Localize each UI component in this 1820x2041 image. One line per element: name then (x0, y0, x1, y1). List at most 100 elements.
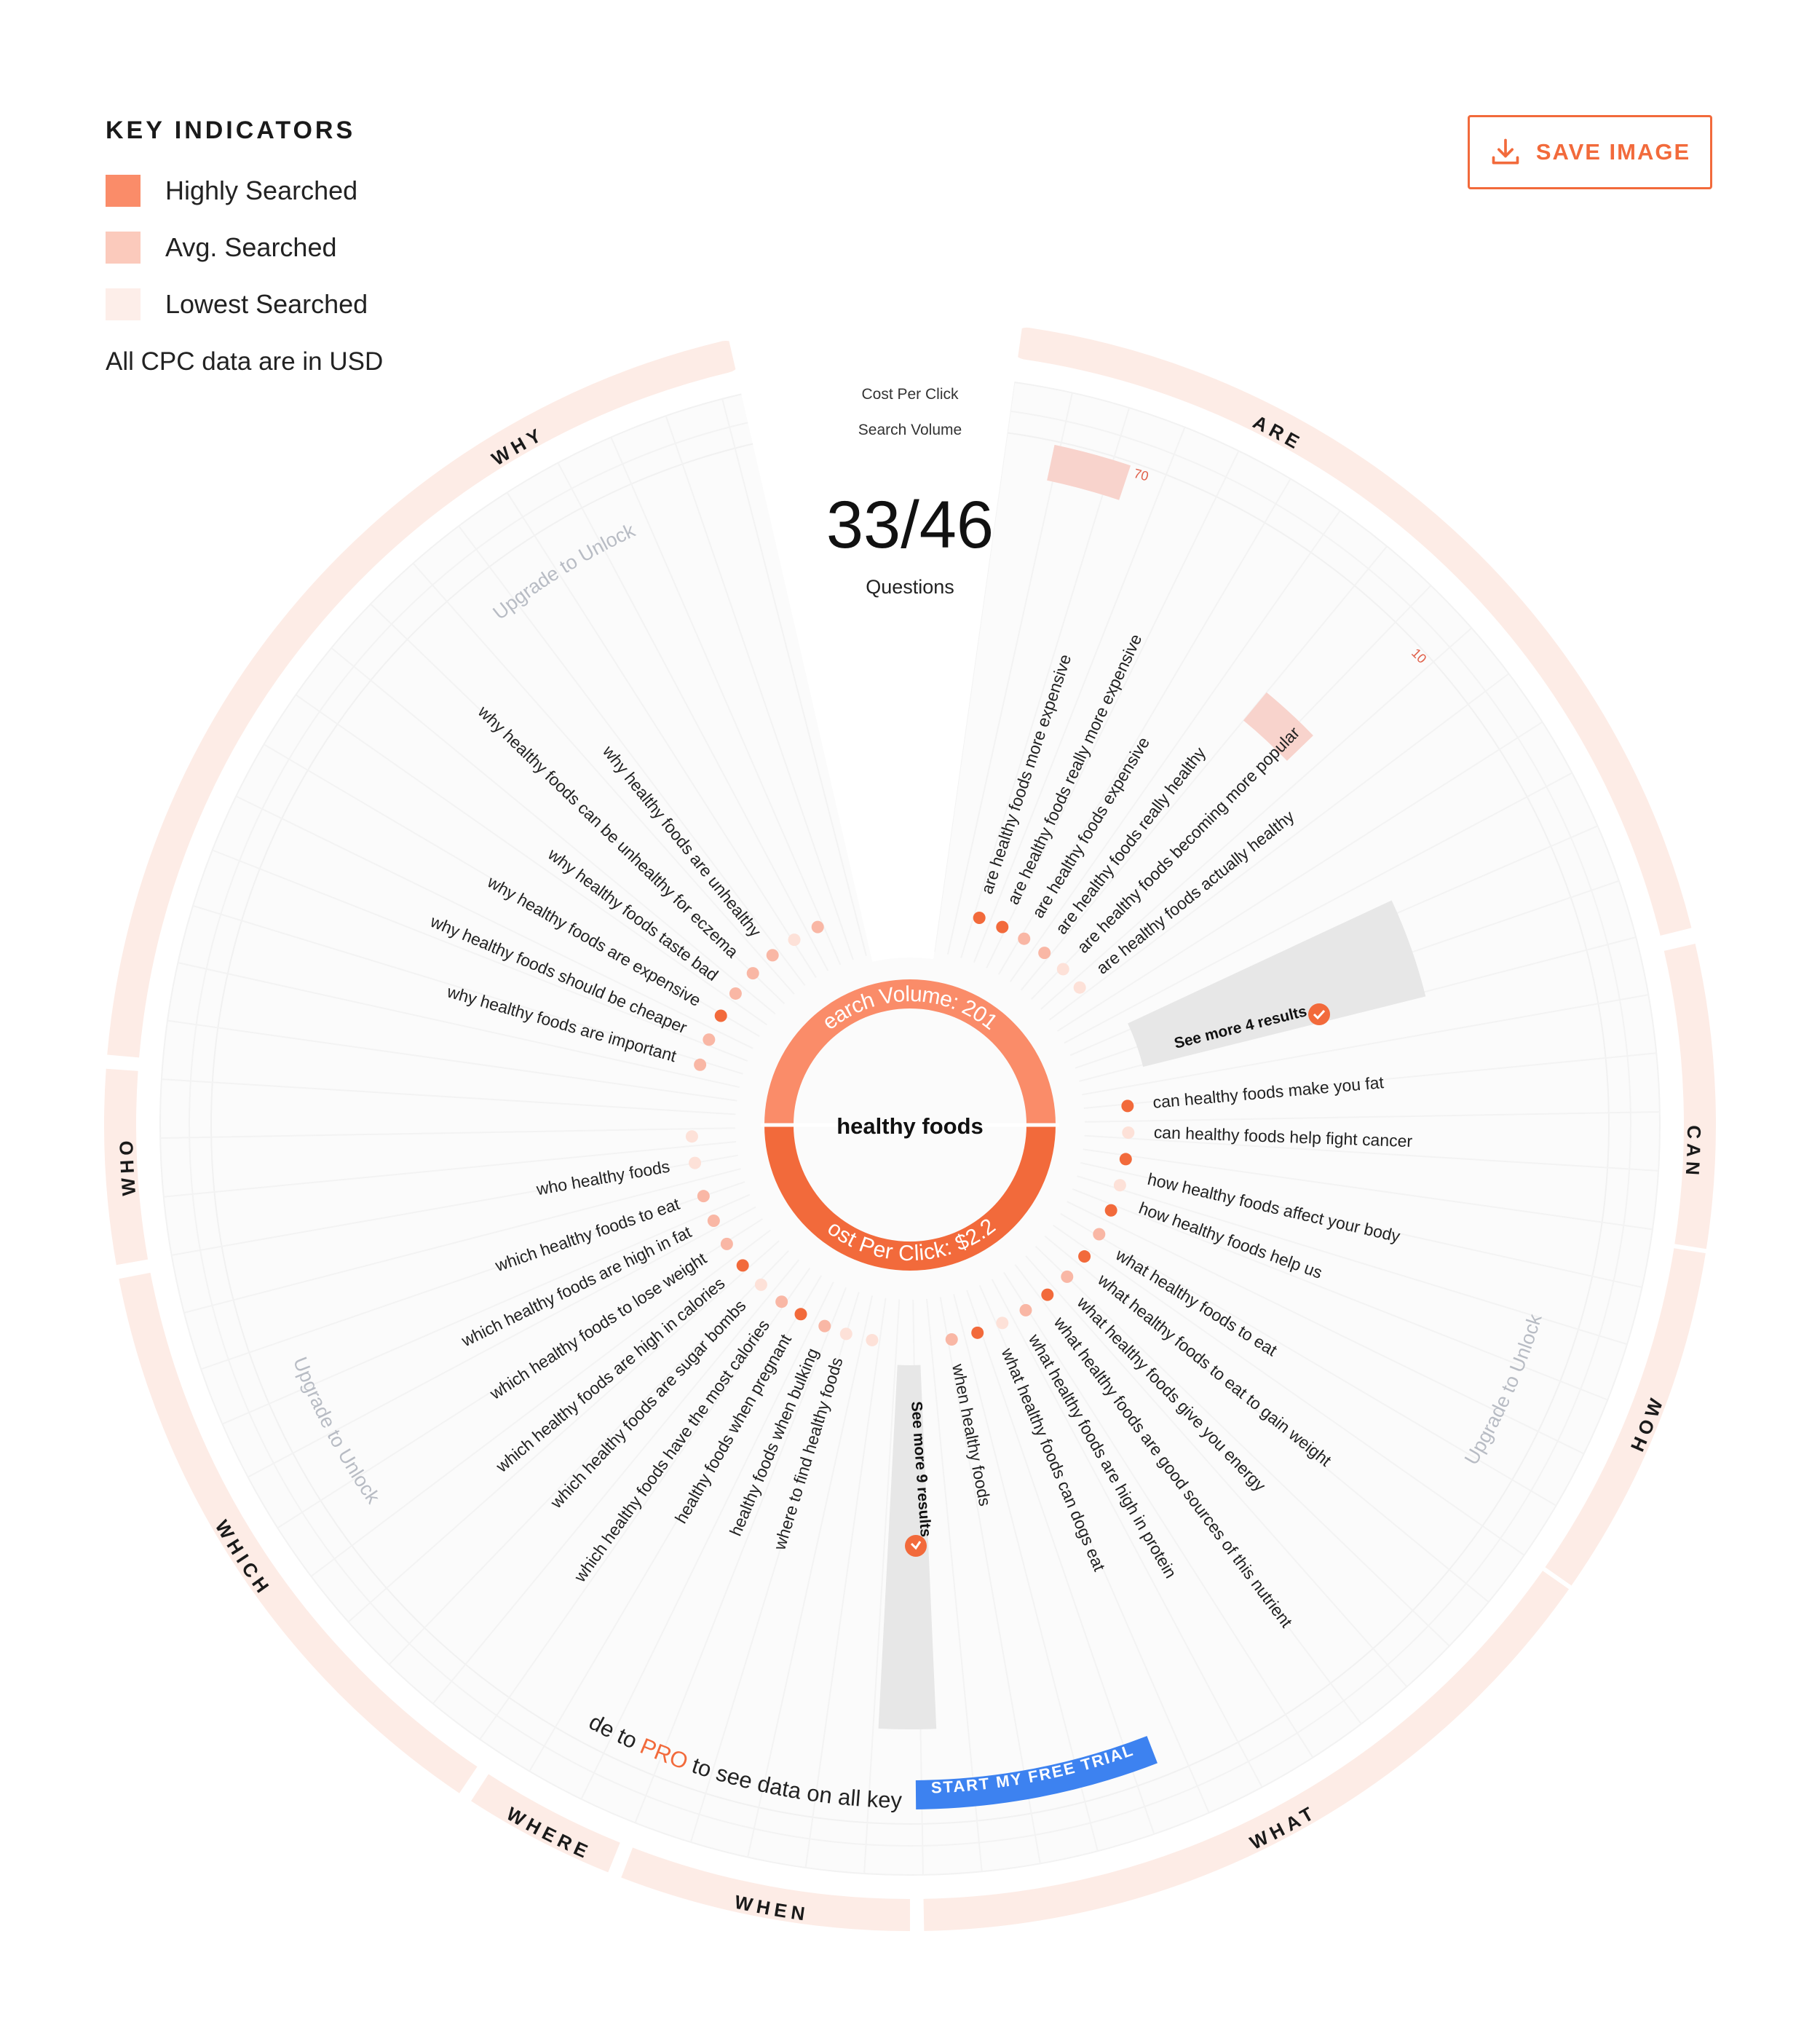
category-ring-segment (107, 341, 729, 1058)
wheel-spoke (183, 1168, 741, 1314)
wheel-spoke (1014, 1264, 1362, 1725)
category-ring-segment (119, 1272, 478, 1793)
see-more-wedge-are (1128, 900, 1426, 1067)
key-indicators-legend: KEY INDICATORS Highly Searched Avg. Sear… (106, 117, 383, 376)
wheel-spoke (1060, 1212, 1556, 1507)
wheel-spoke (163, 1141, 737, 1198)
wheel-spoke (310, 1229, 771, 1577)
expand-are-icon[interactable] (1308, 1003, 1330, 1025)
ring-separator (1540, 1565, 1574, 1591)
cpc-column-header: Cost Per Click (861, 386, 959, 403)
expand-what-icon[interactable] (905, 1535, 927, 1557)
wheel-spoke (1034, 1245, 1450, 1647)
search-volume-dot (1104, 1204, 1117, 1217)
search-volume-dot (1019, 1303, 1032, 1316)
wheel-spoke (432, 1259, 800, 1705)
search-volume-dot (811, 920, 824, 933)
wheel-spoke (973, 427, 1186, 963)
category-label-can: CAN (1682, 1125, 1706, 1180)
wheel-spoke (997, 478, 1291, 975)
category-ring-segment (1663, 943, 1716, 1252)
wheel-spoke (1084, 1111, 1660, 1123)
cpc-currency-note: All CPC data are in USD (106, 347, 384, 376)
cpc-bar-low (1243, 692, 1313, 761)
wheel-spoke (370, 603, 786, 1005)
search-volume-dot (697, 1190, 710, 1203)
wheel-spoke (978, 1284, 1210, 1813)
wheel-spoke (161, 1078, 736, 1116)
wheel-spoke (557, 462, 829, 971)
search-volume-dot (694, 1058, 707, 1071)
search-volume-dot (775, 1295, 788, 1308)
wheel-spoke (1080, 1161, 1642, 1288)
wheel-spoke (986, 450, 1240, 968)
search-volume-dot (703, 1033, 716, 1046)
wheel-spoke (277, 1218, 764, 1529)
wheel-spoke (939, 1297, 1041, 1864)
wheel-spoke (747, 1295, 874, 1858)
wheel-spoke (1083, 1148, 1653, 1231)
wheel-spoke (458, 525, 806, 986)
legend-label: Avg. Searched (165, 232, 337, 262)
search-volume-dot (866, 1333, 879, 1346)
legend-swatch-low (106, 288, 141, 320)
search-volume-dot (766, 949, 779, 962)
search-volume-dot (996, 1316, 1009, 1330)
search-volume-dot (689, 1156, 702, 1169)
wheel-spoke (479, 1268, 811, 1740)
search-volume-dot (1038, 947, 1051, 960)
search-volume-dot (1041, 1288, 1054, 1301)
wheel-spoke (529, 1275, 823, 1772)
search-volume-dot (1121, 1100, 1134, 1113)
search-volume-dot (971, 1326, 984, 1339)
wheel-spoke (347, 1240, 780, 1623)
category-ring-segment (1024, 328, 1693, 938)
wheel-spoke (167, 1019, 737, 1102)
wheel-spoke (248, 1206, 756, 1478)
search-volume-ring (764, 979, 1056, 1125)
legend-label: Highly Searched (165, 175, 358, 205)
category-ring-segment (621, 1847, 911, 1931)
wheel-spoke (1077, 1175, 1628, 1346)
legend-label: Lowest Searched (165, 289, 368, 319)
legend-swatch-high (106, 175, 141, 207)
wheel-spoke (388, 1250, 790, 1665)
search-volume-dot (945, 1333, 958, 1346)
category-ring-segment (923, 1568, 1570, 1931)
wheel-spoke (264, 743, 760, 1038)
ring-separator (114, 1263, 153, 1275)
legend-title: KEY INDICATORS (106, 117, 356, 144)
wheel-spoke (1025, 1255, 1408, 1688)
save-image-button[interactable]: SAVE IMAGE (1468, 115, 1712, 189)
search-volume-dot (1093, 1228, 1106, 1241)
ring-separator (1671, 1243, 1709, 1254)
search-volume-dot (736, 1259, 749, 1272)
wheel-spoke (1067, 1201, 1585, 1455)
wheel-spoke (966, 1290, 1155, 1835)
volume-column-header: Search Volume (858, 422, 962, 438)
question-count: 33/46 (826, 488, 994, 562)
wheel-spoke (1044, 1235, 1489, 1603)
search-volume-dot (746, 967, 759, 980)
search-volume-dot (973, 912, 986, 925)
wheel-spoke (1064, 772, 1572, 1044)
search-volume-dot (1061, 1270, 1074, 1283)
chevron-icon (910, 1541, 922, 1550)
search-volume-dot (794, 1308, 807, 1321)
wheel-spoke (1049, 673, 1510, 1021)
ring-separator (103, 1059, 142, 1067)
ring-separator (1657, 927, 1696, 941)
search-volume-dot (1018, 932, 1031, 945)
wheel-spoke (171, 1154, 738, 1256)
search-volume-dot (1113, 1179, 1126, 1192)
wheel-spoke (200, 1181, 745, 1370)
search-volume-dot (788, 933, 801, 947)
wheel-spoke (1053, 1224, 1525, 1556)
wheel-spoke (721, 398, 867, 956)
wheel-spoke (804, 1298, 887, 1868)
start-free-trial-button[interactable] (915, 1736, 1158, 1809)
wheel-spoke (1084, 1134, 1659, 1172)
wheel-spoke (1009, 510, 1341, 982)
wheel-spoke (991, 1279, 1263, 1788)
